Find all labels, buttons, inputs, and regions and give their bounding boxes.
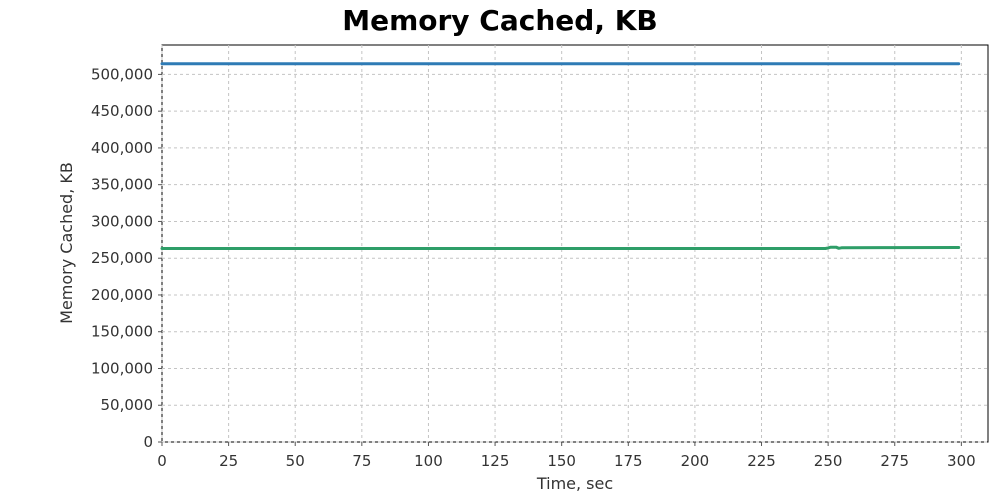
y-tick-label: 0 bbox=[143, 433, 153, 451]
x-tick-label: 125 bbox=[481, 452, 510, 470]
x-tick-label: 100 bbox=[414, 452, 443, 470]
y-axis-title: Memory Cached, KB bbox=[57, 162, 76, 324]
x-tick-label: 75 bbox=[352, 452, 371, 470]
series-group bbox=[160, 62, 961, 250]
y-tick-label: 500,000 bbox=[91, 65, 153, 83]
x-tick-label: 250 bbox=[814, 452, 843, 470]
x-tick-label: 275 bbox=[880, 452, 909, 470]
x-axis-title: Time, sec bbox=[536, 474, 613, 493]
grid bbox=[161, 45, 988, 443]
y-tick-label: 200,000 bbox=[91, 286, 153, 304]
y-tick-label: 250,000 bbox=[91, 249, 153, 267]
x-tick-label: 200 bbox=[681, 452, 710, 470]
y-tick-label: 400,000 bbox=[91, 139, 153, 157]
x-tick-label: 50 bbox=[286, 452, 305, 470]
x-tick-label: 225 bbox=[747, 452, 776, 470]
y-tick-label: 350,000 bbox=[91, 176, 153, 194]
x-tick-label: 0 bbox=[157, 452, 167, 470]
x-tick-label: 300 bbox=[947, 452, 976, 470]
y-tick-label: 450,000 bbox=[91, 102, 153, 120]
series-line-2 bbox=[160, 245, 961, 250]
plot-area bbox=[161, 44, 989, 443]
chart-title: Memory Cached, KB bbox=[342, 4, 658, 37]
x-axis: 0 25 50 75 100 125 150 175 200 225 250 275 300 bbox=[157, 442, 976, 470]
x-tick-label: 25 bbox=[219, 452, 238, 470]
y-tick-label: 300,000 bbox=[91, 212, 153, 230]
y-axis: 0 50,000 100,000 150,000 200,000 250,000 300,0… bbox=[91, 65, 162, 451]
x-tick-label: 175 bbox=[614, 452, 643, 470]
y-tick-label: 50,000 bbox=[101, 396, 154, 414]
y-tick-label: 150,000 bbox=[91, 323, 153, 341]
x-tick-label: 150 bbox=[547, 452, 576, 470]
y-tick-label: 100,000 bbox=[91, 359, 153, 377]
